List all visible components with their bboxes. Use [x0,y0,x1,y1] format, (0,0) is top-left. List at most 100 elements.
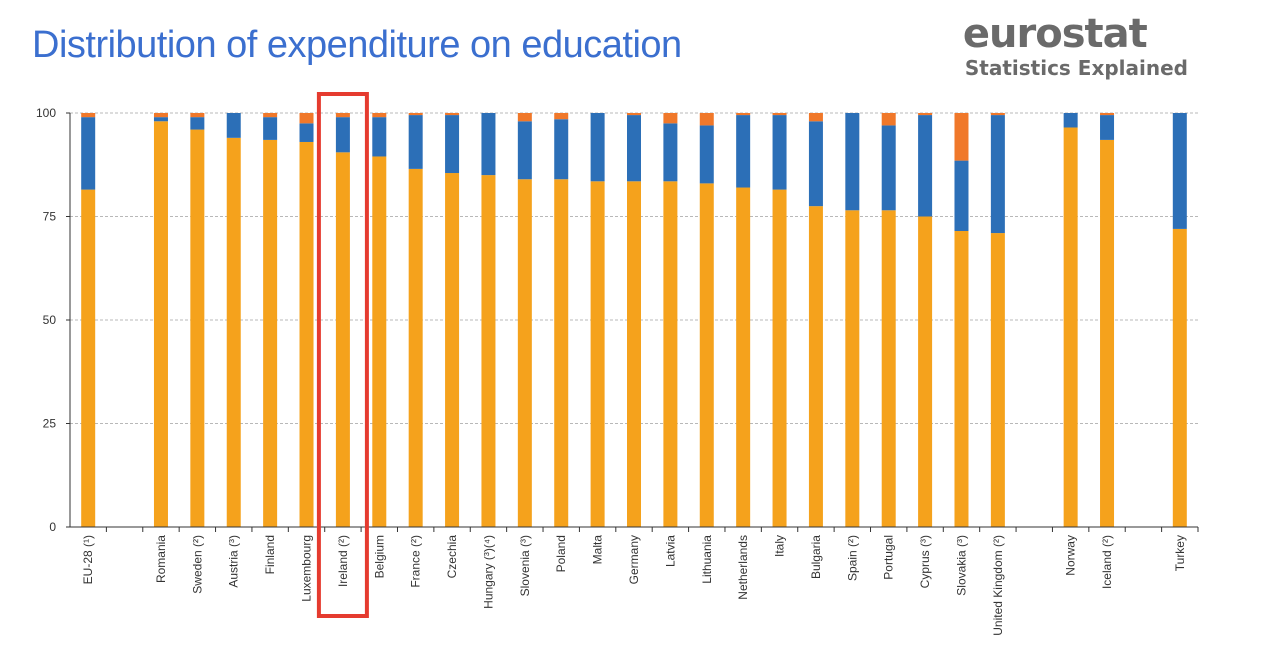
bar-segment [736,113,750,115]
bar-segment [336,113,350,117]
bar-segment [81,190,95,527]
x-tick-label: Finland [263,535,277,574]
bar-segment [809,206,823,527]
bar-segment [663,113,677,123]
bar-segment [190,113,204,117]
bar-segment [190,130,204,527]
bar-segment [809,113,823,121]
bar-segment [773,190,787,527]
bar-segment [190,117,204,129]
x-tick-label: Slovenia (³) [518,535,532,596]
bar-segment [991,115,1005,233]
bar-segment [882,125,896,210]
y-tick-label: 75 [43,210,57,224]
y-tick-label: 50 [43,313,57,327]
bar-segment [1173,113,1187,229]
tick-labels: 0 25 50 75 100 EU-28 (¹) Romania Sweden (²) Aust… [36,106,1187,636]
x-tick-label: Bulgaria [809,535,823,579]
x-tick-label: Luxembourg [300,535,314,602]
bar-segment [300,113,314,123]
x-tick-label: Hungary (³)(⁴) [481,535,495,609]
bar-segment [773,113,787,115]
x-tick-label: Italy [773,535,787,557]
x-tick-label: Lithuania [700,535,714,584]
bar-segment [591,181,605,527]
bar-segment [409,169,423,527]
x-tick-label: Czechia [445,535,459,579]
bar-segment [445,173,459,527]
bar-segment [263,140,277,527]
bar-segment [591,113,605,181]
x-tick-label: EU-28 (¹) [81,535,95,584]
bar-segment [372,117,386,156]
bar-segment [154,113,168,117]
x-tick-label: Poland [554,535,568,572]
bar-segment [518,179,532,527]
bar-segment [336,117,350,152]
bar-segment [845,113,859,210]
bar-segment [882,113,896,125]
bar-segment [481,175,495,527]
bar-segment [700,113,714,125]
x-tick-label: Cyprus (³) [918,535,932,588]
bar-segment [372,113,386,117]
bar-segment [518,121,532,179]
x-tick-label: Turkey [1173,535,1187,571]
x-tick-label: Germany [627,535,641,584]
bar-segment [736,188,750,527]
bar-segment [954,161,968,231]
x-tick-label: France (²) [409,535,423,588]
x-tick-label: Sweden (²) [190,535,204,594]
bar-segment [154,117,168,121]
bar-segment [227,138,241,527]
bar-segment [554,113,568,119]
bar-segment [263,113,277,117]
x-tick-label: Ireland (²) [336,535,350,587]
bar-segment [991,233,1005,527]
bar-segment [627,181,641,527]
stacked-bar-chart: 0 25 50 75 100 EU-28 (¹) Romania Sweden (²) Aust… [0,0,1280,664]
bar-segment [991,113,1005,115]
x-tick-label: Slovakia (³) [954,535,968,596]
bar-segment [300,142,314,527]
x-tick-label: Austria (³) [227,535,241,588]
bar-segment [445,115,459,173]
x-tick-label: Romania [154,535,168,583]
bar-segment [1100,113,1114,115]
bar-segment [554,179,568,527]
bar-segment [700,183,714,527]
x-tick-label: Portugal [882,535,896,580]
bar-segment [336,152,350,527]
bar-segment [263,117,277,140]
bar-segment [627,113,641,115]
bar-segment [409,113,423,115]
bar-segment [81,113,95,117]
bar-segment [627,115,641,181]
bar-segment [700,125,714,183]
bar-segment [663,123,677,181]
x-tick-label: Norway [1064,535,1078,576]
bar-segment [773,115,787,190]
bar-segment [663,181,677,527]
bar-segment [918,217,932,528]
bar-segment [227,113,241,138]
x-tick-label: Netherlands [736,535,750,600]
bar-segment [954,113,968,161]
bar-segment [882,210,896,527]
y-tick-label: 0 [49,520,56,534]
bar-segment [300,123,314,142]
y-tick-label: 100 [36,106,56,120]
bar-segment [918,115,932,216]
y-tick-label: 25 [43,417,57,431]
bar-segment [954,231,968,527]
bar-segment [81,117,95,189]
bar-segment [1173,229,1187,527]
x-tick-label: United Kingdom (²) [991,535,1005,636]
bar-segment [845,210,859,527]
bar-segment [409,115,423,169]
bar-segment [1100,140,1114,527]
bar-segment [1064,127,1078,527]
x-tick-label: Belgium [372,535,386,578]
bar-segment [518,113,532,121]
bar-segment [445,113,459,115]
